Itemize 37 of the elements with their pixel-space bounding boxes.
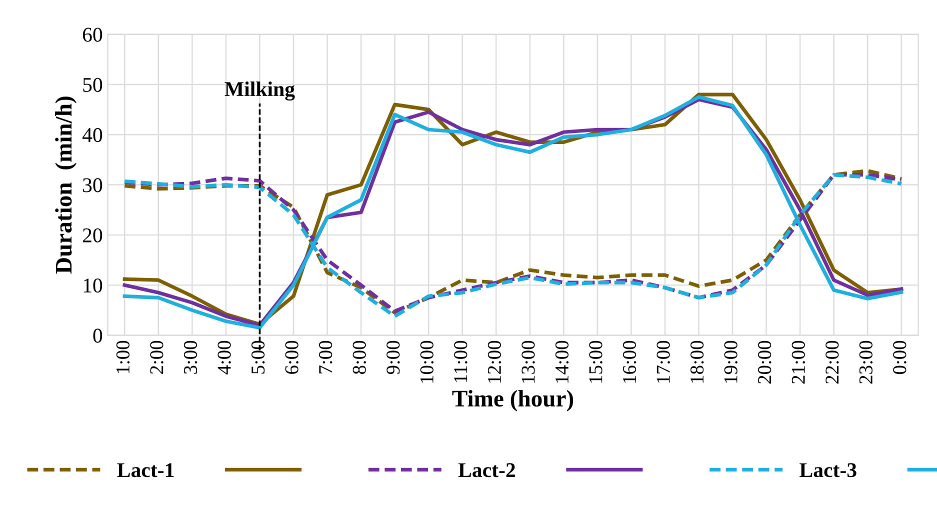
x-tick-label: 17:00 bbox=[656, 340, 670, 383]
y-tick-label: 10 bbox=[84, 278, 102, 293]
x-tick-label: 19:00 bbox=[724, 340, 738, 383]
x-tick-label: 16:00 bbox=[622, 340, 636, 383]
x-tick-label: 13:00 bbox=[522, 340, 535, 383]
x-tick-label: 12:00 bbox=[488, 340, 502, 383]
x-tick-label: 15:00 bbox=[589, 340, 602, 383]
legend-label: Lact-3 bbox=[800, 463, 856, 478]
y-axis-title: Duration (min/h) bbox=[55, 96, 77, 274]
x-tick-label: 2:00 bbox=[150, 340, 164, 374]
y-tick-label: 50 bbox=[83, 78, 102, 92]
x-tick-label: 10:00 bbox=[420, 340, 434, 383]
x-tick-label: 5:00 bbox=[251, 340, 265, 374]
x-tick-label: 1:00 bbox=[116, 340, 130, 373]
legend-label: Lact-2 bbox=[458, 463, 515, 478]
x-tick-label: 6:00 bbox=[285, 340, 298, 374]
x-tick-label: 14:00 bbox=[555, 340, 569, 383]
y-tick-label: 40 bbox=[82, 128, 102, 142]
x-tick-label: 11:00 bbox=[454, 340, 468, 382]
x-tick-label: 21:00 bbox=[792, 340, 806, 384]
y-tick-label: 0 bbox=[93, 328, 102, 343]
y-tick-label: 20 bbox=[82, 228, 102, 242]
x-axis-title: Time (hour) bbox=[452, 390, 574, 412]
x-tick-label: 18:00 bbox=[690, 340, 704, 383]
x-tick-label: 9:00 bbox=[386, 340, 400, 374]
x-tick-label: 8:00 bbox=[352, 340, 366, 374]
x-tick-label: 22:00 bbox=[826, 340, 839, 384]
y-tick-label: 30 bbox=[83, 178, 102, 192]
x-tick-label: 3:00 bbox=[184, 340, 198, 374]
x-tick-label: 7:00 bbox=[319, 340, 332, 374]
x-tick-label: 20:00 bbox=[758, 340, 772, 384]
y-tick-label: 60 bbox=[82, 28, 102, 42]
ref-line-label: Milking bbox=[224, 81, 295, 101]
x-tick-label: 23:00 bbox=[859, 340, 873, 384]
legend-label: Lact-1 bbox=[117, 463, 174, 478]
x-tick-label: 4:00 bbox=[218, 340, 231, 374]
x-tick-label: 0:00 bbox=[893, 340, 906, 374]
